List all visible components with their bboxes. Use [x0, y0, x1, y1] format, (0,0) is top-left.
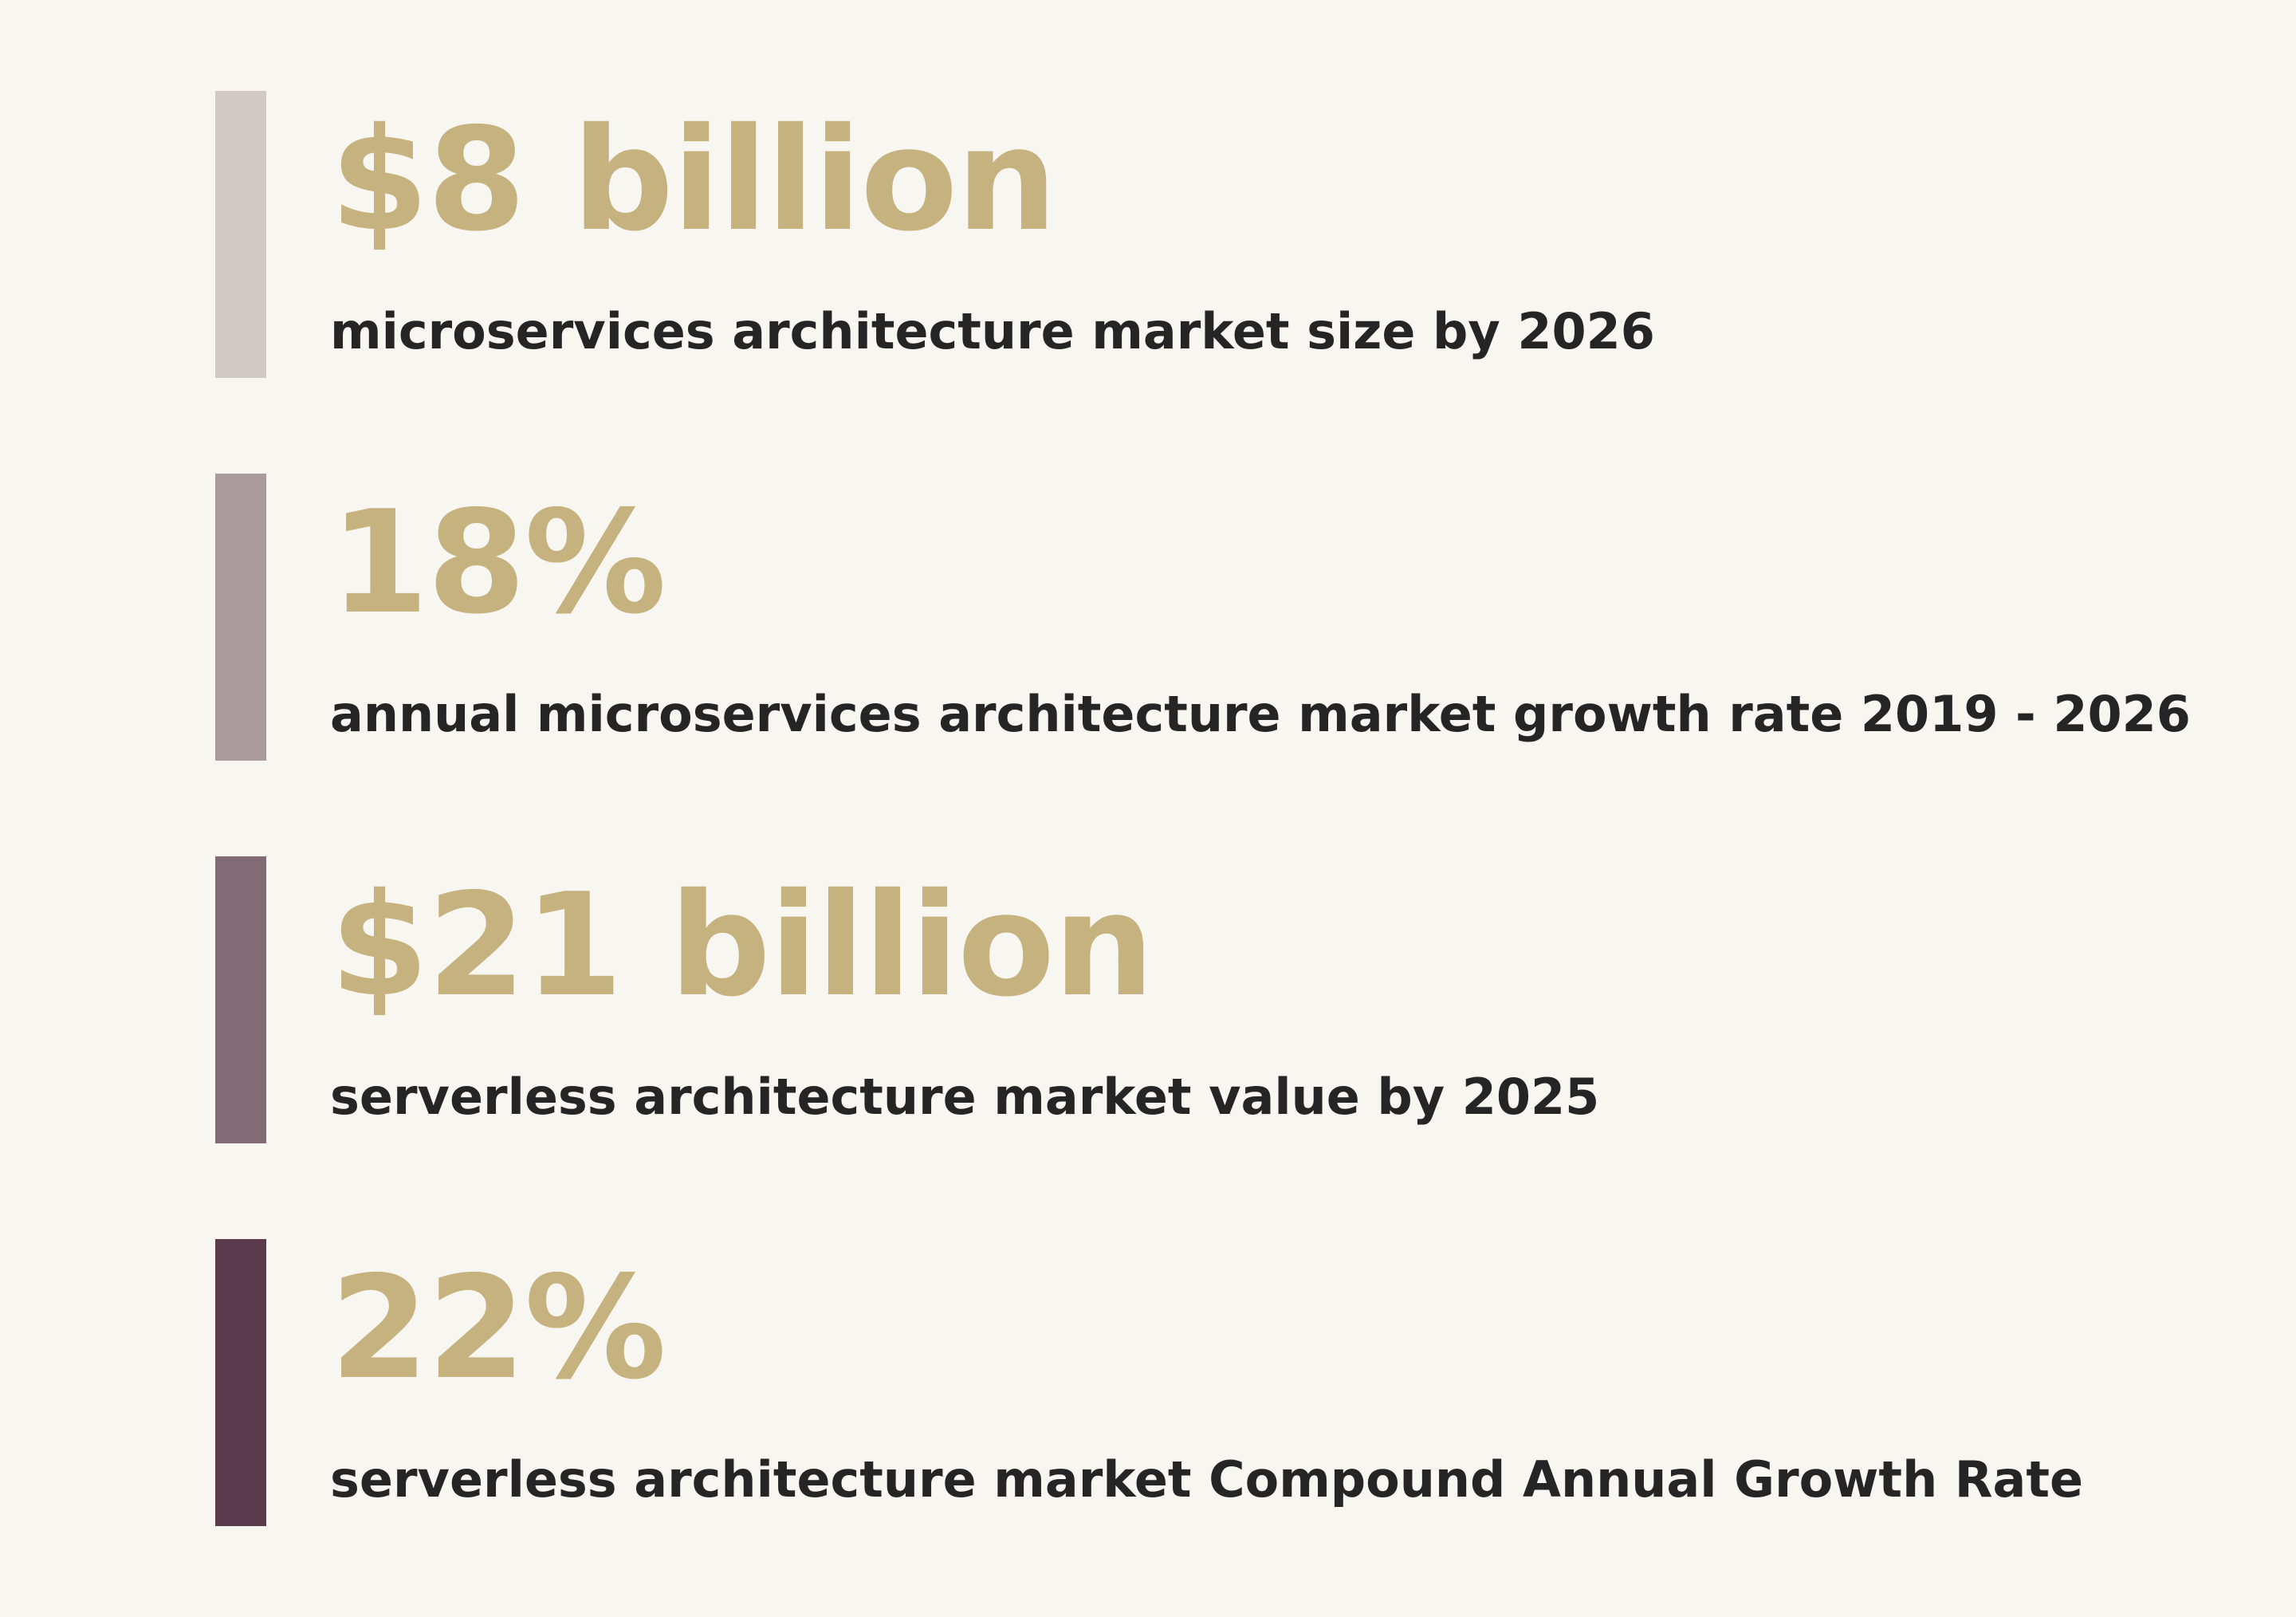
stat-accent-bar — [215, 1239, 266, 1526]
stat-accent-bar — [215, 856, 266, 1143]
stat-accent-bar — [215, 474, 266, 761]
stat-accent-bar — [215, 91, 266, 378]
stat-label: microservices architecture market size b… — [330, 302, 1655, 360]
stat-label: serverless architecture market value by … — [330, 1068, 1600, 1126]
stat-label: serverless architecture market Compound … — [330, 1450, 2084, 1509]
stat-value: $21 billion — [330, 863, 1154, 1028]
stat-label: annual microservices architecture market… — [330, 685, 2191, 743]
stat-item-serverless-market-value: $21 billion serverless architecture mark… — [215, 856, 2256, 1143]
stat-value: $8 billion — [330, 97, 1057, 262]
stat-item-microservices-growth-rate: 18% annual microservices architecture ma… — [215, 474, 2256, 761]
stat-item-serverless-cagr: 22% serverless architecture market Compo… — [215, 1239, 2256, 1526]
stat-item-microservices-market-size: $8 billion microservices architecture ma… — [215, 91, 2256, 378]
stat-value: 22% — [330, 1245, 666, 1410]
stat-value: 18% — [330, 480, 666, 645]
